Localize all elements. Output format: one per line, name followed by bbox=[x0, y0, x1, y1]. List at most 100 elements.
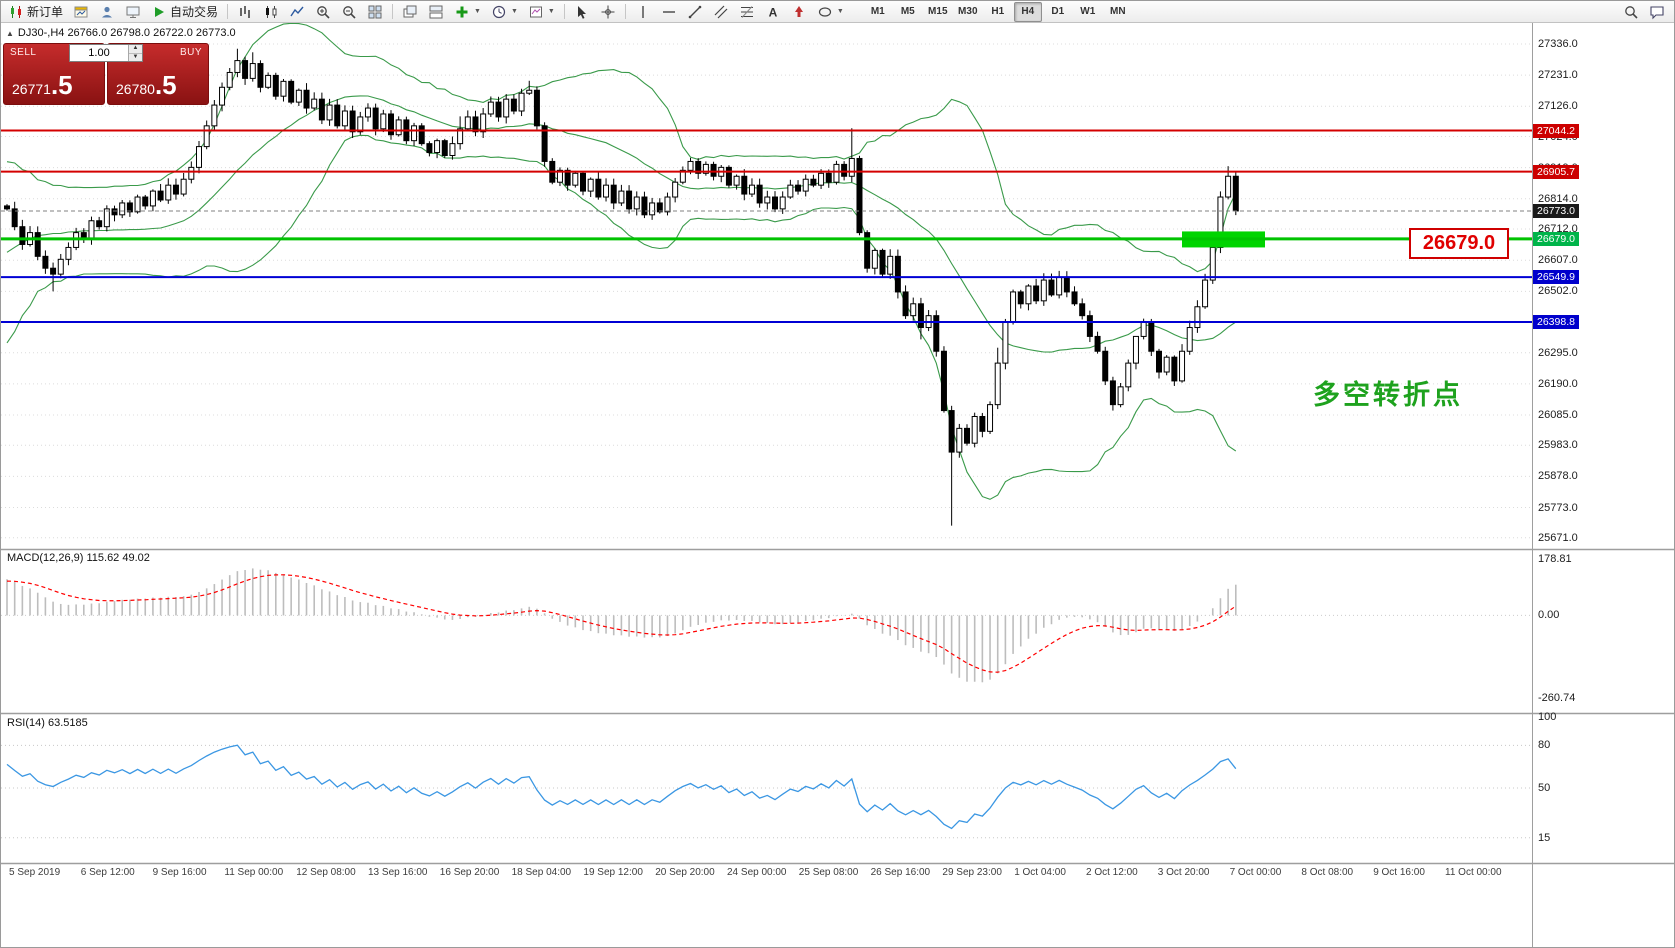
indicators-button[interactable]: ▼ bbox=[450, 1, 485, 23]
volume-value[interactable]: 1.00 bbox=[88, 47, 110, 59]
arrange-windows-button[interactable] bbox=[424, 1, 448, 23]
candle-body bbox=[802, 178, 809, 192]
price-axis-label: 27231.0 bbox=[1538, 69, 1578, 82]
bollinger-lower-band bbox=[6, 134, 1237, 500]
candle-body bbox=[196, 146, 202, 168]
price-axis-label: 26607.0 bbox=[1538, 254, 1578, 267]
volume-up-button[interactable]: ▲ bbox=[129, 45, 142, 54]
rsi-axis-label: 50 bbox=[1538, 782, 1551, 794]
time-axis-label: 25 Sep 08:00 bbox=[798, 867, 859, 878]
tile-windows-button[interactable] bbox=[363, 1, 387, 23]
periods-button[interactable]: ▼ bbox=[487, 1, 522, 23]
candle-body bbox=[418, 125, 425, 145]
price-axis-label: 26814.0 bbox=[1538, 192, 1578, 205]
timeframe-button-m1[interactable]: M1 bbox=[870, 6, 885, 17]
candle-body bbox=[226, 71, 233, 88]
timeframe-button-h4[interactable]: H4 bbox=[1013, 1, 1042, 22]
candle-body bbox=[203, 125, 210, 148]
candle-body bbox=[733, 175, 740, 186]
profile-button[interactable] bbox=[95, 1, 119, 23]
collapse-trade-panel-icon[interactable]: ▲ bbox=[6, 28, 14, 38]
candle-body bbox=[1048, 279, 1055, 296]
bollinger-upper-band bbox=[6, 22, 1237, 273]
candle-body bbox=[564, 169, 571, 186]
add-indicator-icon bbox=[456, 6, 468, 17]
channel-button[interactable] bbox=[709, 1, 733, 23]
fibonacci-button[interactable] bbox=[735, 1, 759, 23]
candle-body bbox=[649, 202, 656, 216]
vertical-line-button[interactable] bbox=[631, 1, 655, 23]
play-icon bbox=[155, 6, 165, 17]
candle-body bbox=[764, 196, 771, 204]
candle-body bbox=[894, 255, 901, 293]
volume-down-button[interactable]: ▼ bbox=[129, 53, 142, 61]
candle-body bbox=[134, 196, 141, 213]
new-order-button[interactable]: 新订单 bbox=[4, 1, 67, 23]
fibonacci-icon bbox=[740, 5, 753, 18]
candle-body bbox=[572, 172, 579, 186]
candlestick-chart-button[interactable] bbox=[259, 1, 283, 23]
time-axis-label: 19 Sep 12:00 bbox=[583, 867, 643, 878]
candle-body bbox=[841, 163, 848, 177]
candle-body bbox=[111, 208, 118, 216]
candle-body bbox=[142, 196, 149, 207]
candle-body bbox=[449, 143, 456, 157]
trendline-button[interactable] bbox=[683, 1, 707, 23]
crosshair-button[interactable] bbox=[596, 1, 620, 23]
bar-chart-icon bbox=[240, 5, 250, 18]
candle-body bbox=[50, 267, 57, 275]
chevron-down-icon: ▼ bbox=[474, 8, 481, 15]
market-watch-button[interactable] bbox=[121, 1, 145, 23]
search-button[interactable] bbox=[1619, 1, 1643, 23]
toolbar-separator bbox=[563, 4, 565, 19]
zoom-in-button[interactable] bbox=[311, 1, 335, 23]
sell-price: 26771.5 bbox=[12, 70, 73, 100]
timeframe-button-w1[interactable]: W1 bbox=[1080, 6, 1096, 17]
toolbar-separator bbox=[227, 4, 229, 19]
cascade-windows-button[interactable] bbox=[398, 1, 422, 23]
timeframe-button-mn[interactable]: MN bbox=[1110, 6, 1126, 17]
candle-body bbox=[871, 249, 878, 269]
time-axis-label: 8 Oct 08:00 bbox=[1301, 867, 1354, 878]
candle-body bbox=[587, 178, 594, 192]
timeframe-button-d1[interactable]: D1 bbox=[1051, 6, 1065, 17]
horizontal-line-button[interactable] bbox=[657, 1, 681, 23]
volume-stepper[interactable]: 1.00 ▲ ▼ bbox=[69, 44, 143, 62]
candle-body bbox=[1102, 350, 1109, 382]
candle-body bbox=[349, 110, 356, 133]
timeframe-button-m5[interactable]: M5 bbox=[900, 6, 915, 17]
timeframe-button-m30[interactable]: M30 bbox=[958, 6, 978, 17]
candle-body bbox=[1156, 350, 1162, 373]
shapes-button[interactable]: ▼ bbox=[813, 1, 848, 23]
candle-body bbox=[249, 63, 256, 79]
text-button[interactable]: A bbox=[761, 1, 785, 23]
cursor-button[interactable] bbox=[570, 1, 594, 23]
candle-body bbox=[357, 116, 364, 133]
shapes-icon bbox=[818, 6, 831, 17]
candle-body bbox=[1163, 356, 1170, 373]
candle-body bbox=[818, 172, 825, 186]
candle-body bbox=[879, 249, 886, 275]
zoom-out-button[interactable] bbox=[337, 1, 361, 23]
timeframe-button-m15[interactable]: M15 bbox=[928, 6, 948, 17]
candle-body bbox=[795, 184, 802, 192]
crosshair-icon bbox=[601, 5, 615, 18]
candle-body bbox=[172, 184, 179, 195]
chart-window-button[interactable] bbox=[69, 1, 93, 23]
candle-body bbox=[987, 404, 994, 432]
candle-body bbox=[1148, 321, 1155, 352]
candle-body bbox=[756, 184, 763, 204]
chat-button[interactable] bbox=[1645, 1, 1669, 23]
timeframe-button-h1[interactable]: H1 bbox=[991, 6, 1005, 17]
candle-body bbox=[380, 113, 387, 130]
candle-body bbox=[610, 184, 617, 204]
templates-button[interactable]: ▼ bbox=[524, 1, 559, 23]
line-chart-button[interactable] bbox=[285, 1, 309, 23]
auto-trading-button[interactable]: 自动交易 bbox=[147, 1, 222, 23]
arrows-button[interactable] bbox=[787, 1, 811, 23]
candle-body bbox=[725, 166, 732, 186]
bar-chart-button[interactable] bbox=[233, 1, 257, 23]
candle-body bbox=[149, 190, 156, 207]
candle-body bbox=[679, 169, 686, 183]
